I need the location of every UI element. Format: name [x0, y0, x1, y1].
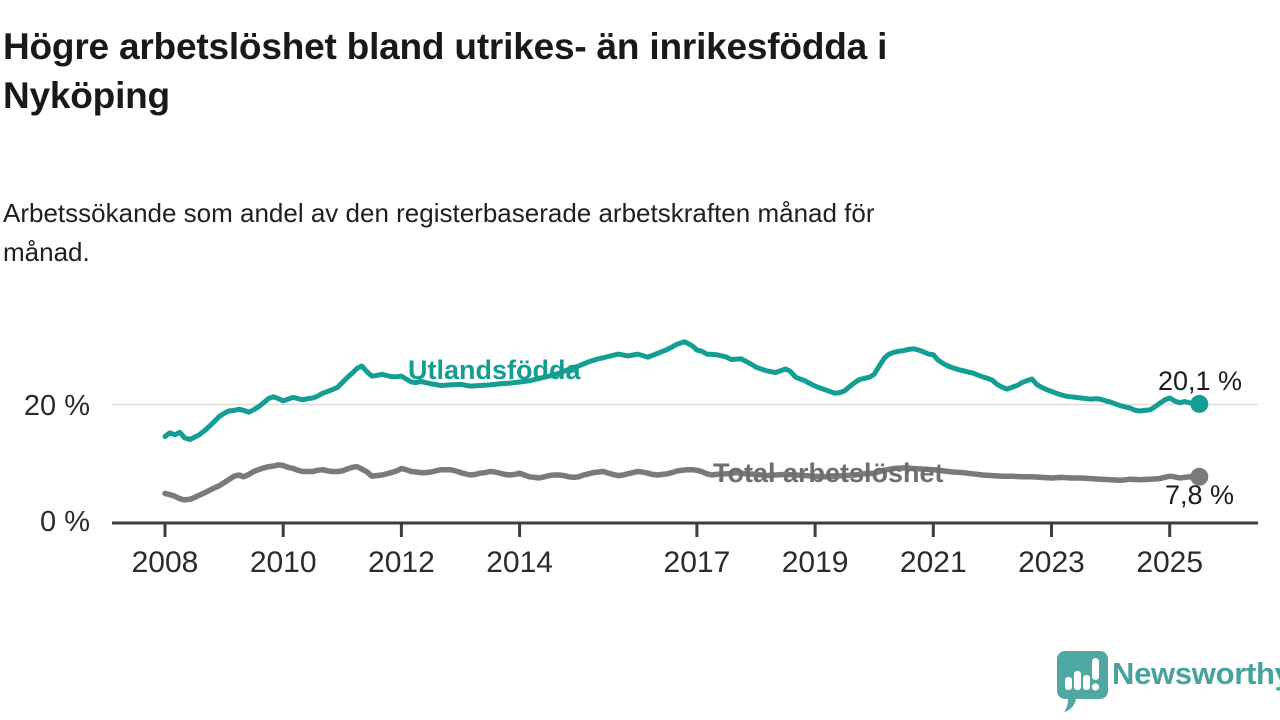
series-line-utlandsfodda — [162, 339, 1202, 442]
newsworthy-logo-text: Newsworthy — [1112, 656, 1280, 691]
series-end-dot-utlandsfodda — [1190, 394, 1209, 413]
x-tick-label-2023: 2023 — [1018, 546, 1085, 579]
logo-exclamation-dot — [1091, 683, 1100, 691]
end-value-label-total: 7,8 % — [1165, 480, 1235, 510]
logo-bubble-shape — [1057, 651, 1108, 712]
page-subtitle: Arbetssökande som andel av den registerb… — [3, 194, 1193, 272]
logo-bar-3 — [1083, 675, 1090, 690]
end-value-label-utlandsfodda: 20,1 % — [1158, 366, 1243, 396]
newsworthy-logo-icon — [1057, 651, 1108, 712]
y-axis-label-20: 20 % — [23, 390, 90, 422]
x-tick-label-2021: 2021 — [900, 546, 967, 579]
page-subtitle-line1: Arbetssökande som andel av den registerb… — [3, 198, 875, 228]
page-subtitle-line2: månad. — [3, 237, 90, 267]
x-tick-label-2017: 2017 — [664, 546, 731, 579]
logo-exclamation-stem — [1092, 658, 1099, 680]
x-tick-label-2010: 2010 — [250, 546, 317, 579]
page-title-line2: Nyköping — [3, 75, 170, 117]
logo-bar-2 — [1074, 671, 1081, 690]
series-line-total-arbetsloshet — [162, 462, 1203, 503]
x-tick-label-2025: 2025 — [1136, 546, 1203, 579]
page-title-line1: Högre arbetslöshet bland utrikes- än inr… — [3, 26, 888, 67]
y-axis-label-0: 0 % — [40, 506, 90, 538]
page-title: Högre arbetslöshet bland utrikes- än inr… — [3, 22, 1163, 120]
newsworthy-logo: Newsworthy — [1053, 646, 1280, 716]
logo-bar-1 — [1065, 677, 1072, 690]
x-tick-label-2019: 2019 — [782, 546, 849, 579]
series-end-dot-total-arbetsloshet — [1190, 467, 1209, 486]
series-label-utlandsfodda: Utlandsfödda — [408, 355, 581, 385]
x-tick-label-2008: 2008 — [132, 546, 199, 579]
x-tick-label-2014: 2014 — [486, 546, 553, 579]
x-tick-label-2012: 2012 — [368, 546, 435, 579]
series-label-total-arbetsloshet: Total arbetslöshet — [713, 458, 944, 488]
